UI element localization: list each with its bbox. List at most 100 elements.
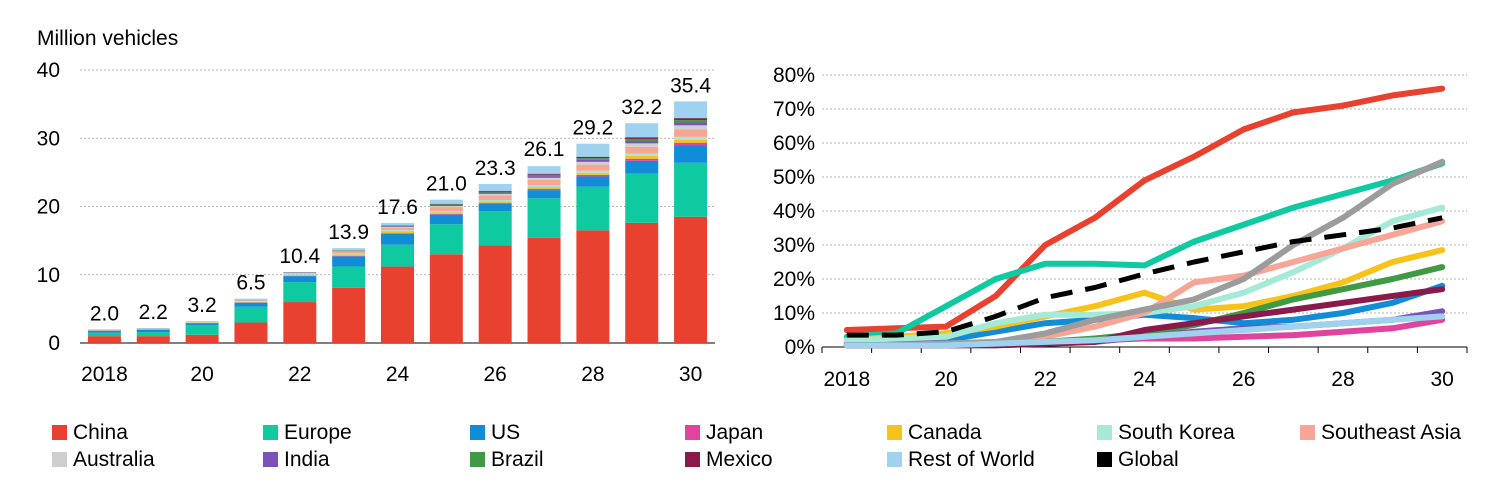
bar-segment-europe	[625, 173, 659, 223]
legend-label: China	[73, 420, 128, 444]
bar-total-label: 17.6	[377, 196, 418, 219]
bar-segment-canada	[234, 301, 268, 303]
bar-segment-canada	[332, 254, 366, 256]
legend-swatch	[52, 425, 67, 440]
bar-segment-southeast-asia	[332, 252, 366, 254]
line-chart: 0% 10% 20% 30% 40% 50% 60% 70% 80% 2018 20 22 24 26 28…	[773, 64, 1468, 391]
stacked-bar-chart: Million vehicles 0 10 20 30 40 2.0 2018 2.2 3.2 20…	[37, 27, 715, 386]
bar-total-label: 3.2	[188, 294, 217, 317]
bar-segment-rest-of-world	[478, 183, 512, 191]
bar-segment-japan	[527, 188, 561, 191]
bar-segment-canada	[527, 187, 561, 189]
x-tick-label: 26	[484, 363, 507, 386]
legend-swatch	[685, 425, 700, 440]
bar-total-label: 26.1	[524, 138, 565, 161]
legend-swatch	[470, 452, 485, 467]
bar-segment-japan	[674, 142, 708, 146]
y-tick-label: 20	[37, 196, 60, 219]
legend-item-japan: Japan	[685, 419, 763, 446]
legend-label: Mexico	[706, 447, 773, 471]
bar-segment-canada	[625, 155, 659, 159]
bar-segment-australia	[625, 143, 659, 147]
legend: China Europe US Japan Canada South Korea South…	[52, 419, 1507, 473]
bar-segment-rest-of-world	[674, 101, 708, 119]
series-line-canada	[843, 247, 1446, 344]
bar-segment-rest-of-world	[185, 321, 219, 322]
bar-segment-india	[625, 140, 659, 144]
bar-segment-china	[136, 336, 170, 343]
bar-segment-europe	[283, 282, 317, 303]
bar-segment-us	[576, 176, 610, 187]
bar-total-label: 10.4	[279, 245, 320, 268]
bar-segment-southeast-asia	[527, 179, 561, 186]
bar-segment-china	[87, 336, 121, 343]
legend-swatch	[263, 425, 278, 440]
legend-item-china: China	[52, 419, 128, 446]
x-tick-label: 20	[190, 363, 213, 386]
x-tick-label: 24	[386, 363, 410, 386]
bar-segment-india	[576, 159, 610, 162]
legend-swatch	[52, 452, 67, 467]
series-line-china	[843, 85, 1446, 333]
x-tick-label: 24	[1133, 368, 1157, 391]
legend-label: Rest of World	[908, 447, 1035, 471]
bar-segment-china	[478, 245, 512, 343]
legend-swatch	[1300, 425, 1315, 440]
legend-item-us: US	[470, 419, 520, 446]
legend-label: Australia	[73, 447, 155, 471]
y-tick-label: 30	[37, 127, 60, 150]
bar-segment-south-korea	[332, 253, 366, 255]
bar-segment-japan	[576, 174, 610, 177]
bar-segment-china	[674, 216, 708, 343]
bar-segment-brazil	[429, 204, 463, 205]
bar-segment-us	[625, 160, 659, 174]
bar-segment-mexico	[625, 137, 659, 139]
legend-row: Australia India Brazil Mexico Rest of World G…	[52, 446, 1507, 473]
series-line-europe	[843, 160, 1446, 340]
bar-segment-australia	[576, 161, 610, 165]
bar-segment-japan	[625, 158, 659, 161]
bar-segment-europe	[429, 224, 463, 255]
x-tick-label: 30	[1431, 368, 1454, 391]
bar-segment-brazil	[674, 120, 708, 123]
legend-item-india: India	[263, 446, 330, 473]
bar-segment-southeast-asia	[625, 146, 659, 154]
bar-segment-south-korea	[576, 170, 610, 173]
y-tick-label: 40%	[773, 200, 815, 223]
legend-label: Europe	[284, 420, 352, 444]
bar-segment-india	[527, 176, 561, 178]
x-tick-label: 22	[1034, 368, 1057, 391]
bar-total-label: 35.4	[670, 74, 711, 97]
legend-item-global: Global	[1097, 446, 1179, 473]
legend-item-southeast-asia: Southeast Asia	[1300, 419, 1461, 446]
bar-segment-canada	[576, 172, 610, 175]
y-tick-label: 80%	[773, 64, 815, 87]
bar-segment-china	[429, 254, 463, 343]
bar-segment-canada	[478, 201, 512, 203]
bar-segment-india	[332, 250, 366, 252]
bar-segment-brazil	[527, 174, 561, 177]
y-tick-label: 20%	[773, 268, 815, 291]
legend-label: India	[284, 447, 330, 471]
legend-label: Japan	[706, 420, 764, 444]
bar-segment-china	[234, 322, 268, 343]
bar-segment-rest-of-world	[527, 166, 561, 174]
bar-segment-us	[381, 233, 414, 245]
bar-segment-southeast-asia	[429, 207, 463, 212]
bar-segment-europe	[381, 244, 414, 267]
legend-label: Brazil	[491, 447, 544, 471]
bar-segment-mexico	[478, 190, 512, 192]
bar-segment-southeast-asia	[381, 227, 414, 231]
bar-segment-australia	[429, 206, 463, 208]
legend-label: Global	[1118, 447, 1179, 471]
bar-segment-europe	[576, 186, 610, 231]
bar-segment-brazil	[625, 138, 659, 141]
bar-segment-mexico	[429, 203, 463, 205]
bar-segment-southeast-asia	[478, 195, 512, 201]
bar-segment-china	[185, 334, 219, 343]
x-tick-label: 28	[581, 363, 604, 386]
bar-segment-south-korea	[283, 273, 317, 275]
legend-item-mexico: Mexico	[685, 446, 773, 473]
bar-segment-us	[185, 323, 219, 326]
